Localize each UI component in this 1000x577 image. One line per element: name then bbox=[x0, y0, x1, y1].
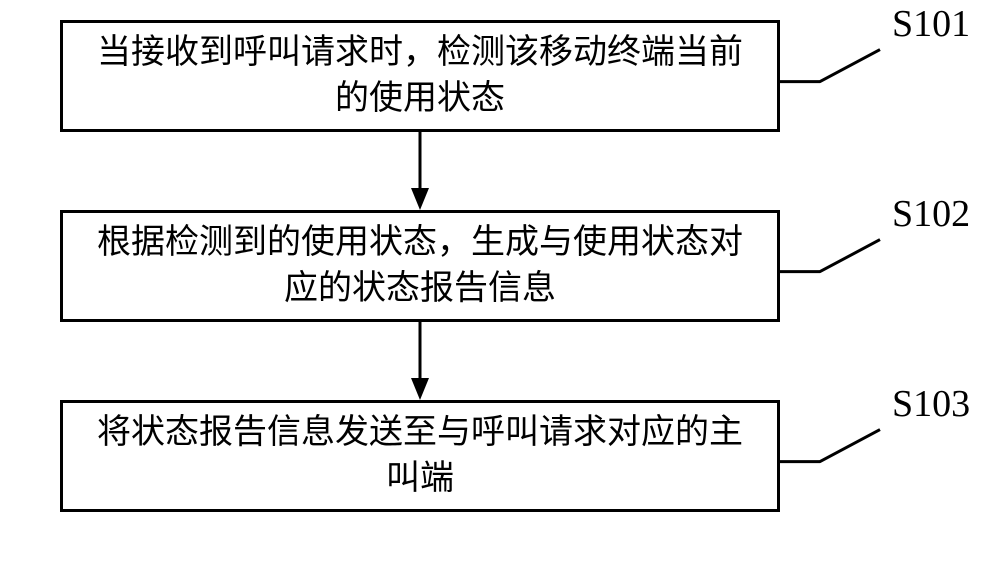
flow-step-text: 当接收到呼叫请求时，检测该移动终端当前的使用状态 bbox=[83, 30, 757, 122]
flow-step-text: 根据检测到的使用状态，生成与使用状态对应的状态报告信息 bbox=[83, 220, 757, 312]
flow-step-label: S102 bbox=[892, 192, 970, 236]
flow-step-label-text: S102 bbox=[892, 193, 970, 235]
flow-step-box: 根据检测到的使用状态，生成与使用状态对应的状态报告信息 bbox=[60, 210, 780, 322]
flow-step-box: 当接收到呼叫请求时，检测该移动终端当前的使用状态 bbox=[60, 20, 780, 132]
flow-step-label-text: S103 bbox=[892, 383, 970, 425]
flow-step-label: S103 bbox=[892, 382, 970, 426]
flow-step-label: S101 bbox=[892, 2, 970, 46]
flow-step-text: 将状态报告信息发送至与呼叫请求对应的主叫端 bbox=[83, 410, 757, 502]
flow-step-label-text: S101 bbox=[892, 3, 970, 45]
flow-step-box: 将状态报告信息发送至与呼叫请求对应的主叫端 bbox=[60, 400, 780, 512]
